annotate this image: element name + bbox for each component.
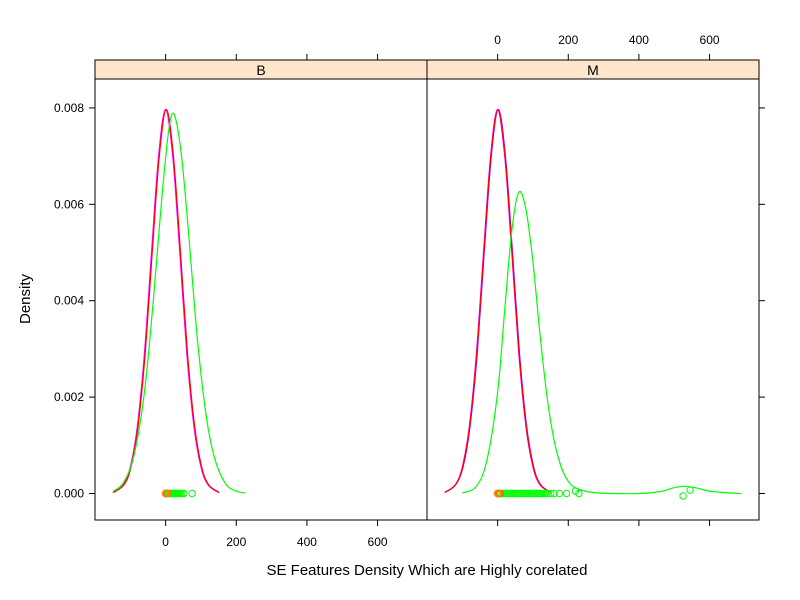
data-point-green [543, 489, 551, 498]
strip-label-m: M [587, 62, 599, 78]
axes: 0 0 200 200 400 400 600 600 0.000 0.002 0.004 0.006… [54, 33, 765, 549]
y-tick-label: 0.000 [54, 486, 84, 500]
density-curve-b-2 [113, 112, 246, 494]
data-point-green [180, 489, 188, 498]
x-tick-label-bottom: 400 [297, 535, 317, 549]
y-tick-label: 0.004 [54, 294, 84, 308]
panel-b: B [94, 59, 428, 521]
data-point-orange [495, 489, 503, 498]
x-tick-label-top: 200 [558, 33, 578, 47]
panel-m: M [426, 59, 760, 521]
density-curve-m-1 [444, 108, 551, 494]
density-curve-b-0 [112, 108, 219, 494]
data-point-green [546, 489, 555, 498]
density-curve-b-1 [113, 108, 220, 494]
plot-area-m [426, 78, 760, 521]
y-tick-label: 0.008 [54, 101, 84, 115]
density-curve-m-2 [444, 109, 552, 494]
x-tick-label-bottom: 0 [162, 535, 169, 549]
x-tick-label-top: 600 [700, 33, 720, 47]
density-curve-m-3 [462, 190, 742, 495]
data-point-green [575, 489, 583, 498]
data-point-green [188, 489, 196, 498]
x-tick-label-top: 400 [629, 33, 649, 47]
rug-m [493, 486, 694, 500]
x-tick-label-top: 0 [494, 33, 501, 47]
y-tick-label: 0.006 [54, 197, 84, 211]
data-point-green [550, 489, 558, 498]
density-curve-m-0 [444, 108, 552, 494]
x-tick-label-bottom: 600 [368, 535, 388, 549]
rug-b [161, 489, 196, 498]
data-point-orange [163, 489, 171, 498]
plot-area-b [94, 78, 428, 521]
curves-b [112, 108, 246, 494]
x-tick-label-bottom: 200 [226, 535, 246, 549]
y-axis-label: Density [17, 273, 34, 324]
data-point-green [679, 492, 687, 500]
y-tick-label: 0.002 [54, 390, 84, 404]
strip-label-b: B [256, 62, 265, 78]
data-point-green [178, 489, 186, 498]
x-axis-label: SE Features Density Which are Highly cor… [267, 562, 588, 579]
data-point-green [555, 489, 564, 498]
curves-m [444, 108, 742, 495]
data-point-green [686, 486, 694, 494]
data-point-green [562, 489, 571, 498]
